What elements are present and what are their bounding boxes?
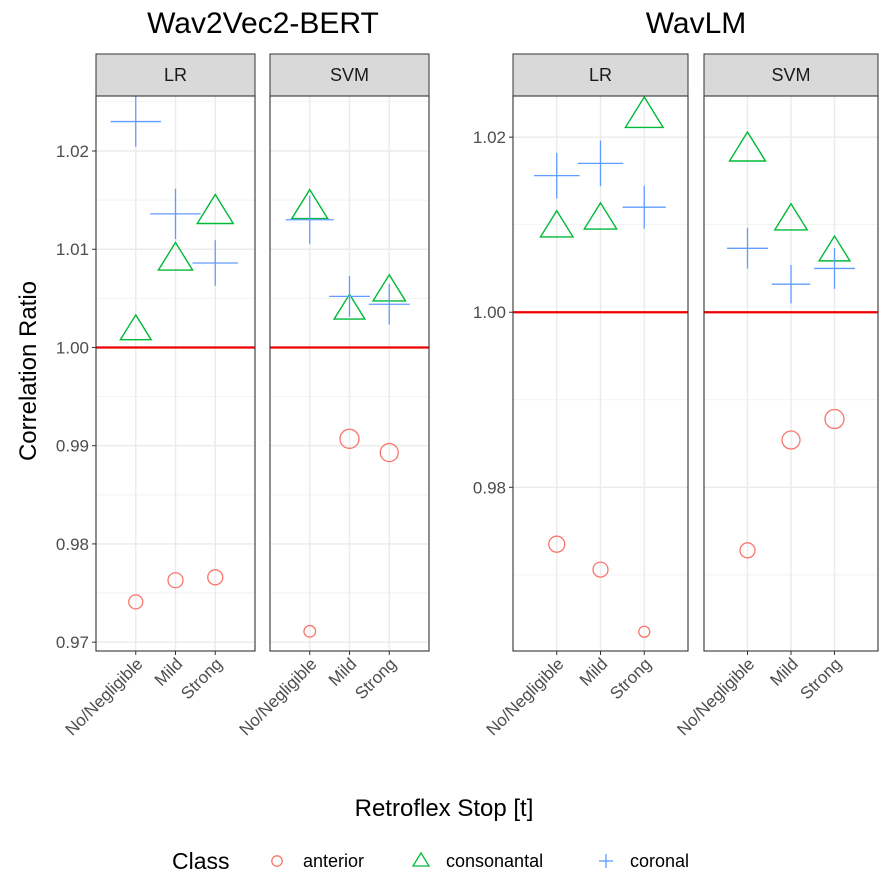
point-wav2vec2-bert-lr-coronal-strong [192, 240, 239, 286]
point-wavlm-lr-consonantal-mild [582, 201, 619, 230]
panel-title-wavlm: WavLM [646, 7, 747, 40]
point-wav2vec2-bert-lr-coronal-mild [150, 188, 201, 240]
y-axis-label: Correlation Ratio [15, 281, 42, 461]
point-wav2vec2-bert-svm-anterior-no-negligible [303, 624, 317, 638]
point-wav2vec2-bert-svm-anterior-strong [379, 442, 399, 463]
facet-strip [269, 53, 430, 97]
y-tick-label: 1.01 [56, 240, 89, 259]
legend-label-coronal: coronal [630, 851, 689, 871]
legend-label-anterior: anterior [303, 851, 364, 871]
point-wav2vec2-bert-lr-anterior-no-negligible [128, 594, 144, 610]
facet-strip [512, 53, 689, 97]
point-wav2vec2-bert-lr-anterior-mild [167, 572, 184, 589]
point-wavlm-lr-anterior-no-negligible [548, 535, 566, 553]
y-tick-label: 1.00 [473, 303, 506, 322]
point-wavlm-lr-coronal-no-negligible [533, 152, 580, 199]
point-wav2vec2-bert-lr-consonantal-strong [196, 193, 235, 225]
point-wavlm-svm-anterior-no-negligible [739, 542, 756, 559]
point-wav2vec2-bert-lr-coronal-no-negligible [110, 96, 161, 147]
point-wavlm-lr-consonantal-strong [624, 95, 665, 129]
facet-strip-label: SVM [330, 65, 369, 85]
legend: Class anterior consonantal coronal [172, 848, 689, 874]
point-wavlm-svm-coronal-no-negligible [727, 227, 768, 269]
point-wav2vec2-bert-svm-anterior-mild [339, 428, 360, 449]
point-wavlm-svm-coronal-strong [814, 248, 855, 289]
point-wavlm-lr-coronal-strong [622, 185, 666, 229]
point-wavlm-svm-anterior-strong [824, 408, 845, 430]
point-wavlm-lr-consonantal-no-negligible [539, 209, 575, 238]
y-tick-label: 0.97 [56, 633, 89, 652]
point-wav2vec2-bert-lr-consonantal-no-negligible [119, 313, 153, 341]
point-wavlm-svm-consonantal-mild [773, 202, 809, 231]
y-tick-label: 0.99 [56, 437, 89, 456]
point-wav2vec2-bert-svm-coronal-mild [329, 275, 370, 317]
point-wavlm-lr-coronal-mild [577, 140, 624, 187]
x-axis-label: Retroflex Stop [t] [355, 795, 534, 822]
panels-layer: Wav2Vec2-BERT0.970.980.991.001.011.02LRN… [56, 7, 879, 739]
point-wav2vec2-bert-svm-coronal-strong [368, 283, 410, 325]
point-wav2vec2-bert-lr-consonantal-mild [157, 241, 194, 271]
y-tick-label: 0.98 [473, 478, 506, 497]
y-tick-label: 0.98 [56, 535, 89, 554]
facet-strip [703, 53, 879, 97]
legend-key-anterior-icon [271, 855, 283, 867]
legend-item-consonantal: consonantal [411, 851, 543, 871]
legend-key-consonantal-icon [411, 851, 431, 867]
facet-strip-label: LR [589, 65, 612, 85]
facet-strip-label: SVM [771, 65, 810, 85]
panel-title-wav2vec2-bert: Wav2Vec2-BERT [147, 7, 379, 40]
legend-label-consonantal: consonantal [446, 851, 543, 871]
y-tick-label: 1.02 [473, 128, 506, 147]
point-wavlm-lr-anterior-strong [638, 625, 651, 638]
point-wavlm-lr-anterior-mild [592, 561, 609, 578]
point-wav2vec2-bert-svm-coronal-no-negligible [285, 195, 334, 244]
legend-item-anterior: anterior [271, 851, 364, 871]
point-wav2vec2-bert-svm-consonantal-mild [332, 292, 367, 320]
legend-item-coronal: coronal [599, 851, 689, 871]
point-wavlm-svm-anterior-mild [781, 430, 801, 450]
facet-strip-label: LR [164, 65, 187, 85]
y-tick-label: 1.02 [56, 142, 89, 161]
point-wavlm-svm-coronal-mild [771, 265, 811, 304]
legend-title: Class [172, 848, 230, 874]
y-tick-label: 1.00 [56, 338, 89, 357]
point-wav2vec2-bert-lr-anterior-strong [207, 569, 224, 586]
point-wavlm-svm-consonantal-no-negligible [728, 130, 767, 162]
